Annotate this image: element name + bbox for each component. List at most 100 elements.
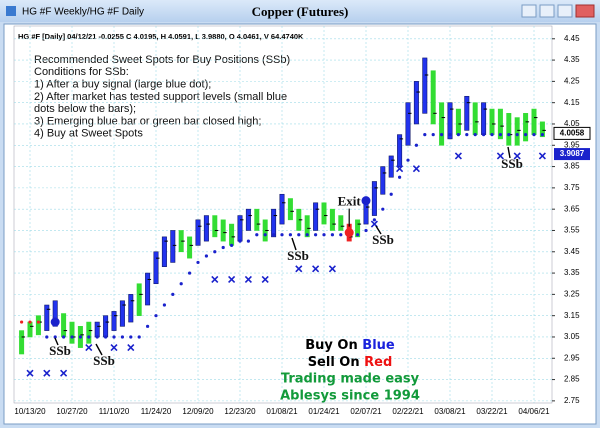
window-controls[interactable] <box>521 4 595 18</box>
price-bar <box>430 70 436 125</box>
stop-dot <box>356 233 360 237</box>
x-marker <box>261 275 269 284</box>
price-bar <box>287 198 293 221</box>
stop-price-box <box>554 148 590 161</box>
stop-dot <box>515 133 519 137</box>
price-bar <box>27 321 33 338</box>
x-tick-label: 03/08/21 <box>434 407 466 416</box>
stop-dot <box>246 239 250 243</box>
stop-dot <box>95 335 99 339</box>
price-bar <box>439 102 445 146</box>
y-tick-label: 3.35 <box>564 268 580 277</box>
y-tick-label: 3.75 <box>564 183 580 192</box>
stop-dot <box>70 335 74 339</box>
price-bar <box>481 102 487 135</box>
price-bar <box>111 311 117 331</box>
x-marker <box>211 275 219 284</box>
stop-dot <box>381 207 385 211</box>
x-tick-label: 11/10/20 <box>99 407 130 416</box>
stop-dot <box>87 335 91 339</box>
stop-dot <box>339 233 343 237</box>
y-tick-label: 4.35 <box>564 55 580 64</box>
stop-dot <box>498 133 502 137</box>
x-marker <box>85 344 93 352</box>
stop-dot <box>364 228 368 233</box>
y-tick-label: 3.95 <box>564 140 580 149</box>
stop-dot <box>78 335 82 339</box>
sell-word: Red <box>364 355 392 370</box>
price-bar <box>195 219 201 246</box>
stop-dot <box>120 335 124 339</box>
y-tick-label: 4.15 <box>564 98 580 107</box>
price-bar <box>145 272 151 306</box>
stop-dot <box>179 282 183 286</box>
x-marker <box>513 152 521 160</box>
stop-dot <box>53 335 57 339</box>
x-tick-label: 03/22/21 <box>476 407 508 416</box>
stop-dot <box>28 320 32 324</box>
stop-dot <box>213 250 217 254</box>
stop-dot <box>532 133 536 137</box>
stop-price-label: 3.9087 <box>560 149 585 158</box>
close-button[interactable] <box>575 4 595 18</box>
stop-dot <box>45 335 49 339</box>
sell-message: Sell On Red <box>308 355 393 370</box>
ssb-label: SSb <box>372 232 394 247</box>
price-bar <box>514 117 520 146</box>
stop-dot <box>507 133 511 137</box>
x-tick-label: 12/23/20 <box>224 407 256 416</box>
stop-dot <box>482 133 486 137</box>
x-marker <box>60 369 68 377</box>
price-bar <box>44 304 50 331</box>
price-bar <box>69 321 75 344</box>
y-tick-label: 3.25 <box>564 289 580 298</box>
restore-button[interactable] <box>557 4 573 18</box>
buy-signal <box>361 196 371 206</box>
price-bar <box>489 108 495 135</box>
message-line4: Ablesys since 1994 <box>280 389 420 404</box>
stop-dot <box>104 335 108 339</box>
x-marker <box>127 344 135 352</box>
price-bar <box>103 315 109 338</box>
annotation-line: dots below the bars); <box>34 103 136 115</box>
y-tick-label: 2.95 <box>564 353 580 362</box>
x-tick-label: 01/24/21 <box>308 407 340 416</box>
annotation-line: Conditions for SSb: <box>34 66 129 78</box>
price-bar <box>464 95 470 131</box>
sell-prefix: Sell On <box>308 355 360 370</box>
price-bar <box>128 294 134 323</box>
stop-dot <box>406 158 410 162</box>
stop-dot <box>36 320 41 324</box>
stop-dot <box>490 133 494 137</box>
price-bar <box>447 102 453 140</box>
stop-dot <box>372 218 376 222</box>
stop-dot <box>112 335 116 339</box>
minimize-button[interactable] <box>521 4 537 18</box>
x-marker <box>412 165 420 173</box>
ssb-arrow <box>291 237 297 251</box>
stop-dot <box>465 133 469 137</box>
x-tick-label: 10/27/20 <box>56 407 88 416</box>
stop-dot <box>137 335 141 339</box>
price-bar <box>405 102 411 146</box>
ssb-label: SSb <box>287 248 309 263</box>
maximize-button[interactable] <box>539 4 555 18</box>
price-bar <box>539 121 545 138</box>
price-bar <box>153 251 159 285</box>
x-marker <box>496 152 504 160</box>
y-tick-label: 3.65 <box>564 204 580 213</box>
y-tick-label: 2.85 <box>564 375 580 384</box>
last-price-label: 4.0058 <box>560 129 585 138</box>
price-bar <box>329 208 335 231</box>
x-marker <box>538 152 546 160</box>
buy-word: Blue <box>362 338 395 353</box>
price-bar <box>304 215 310 238</box>
stop-dot <box>280 233 284 237</box>
stop-dot <box>230 243 234 247</box>
exit-label: Exit <box>338 194 362 209</box>
x-marker <box>228 275 236 284</box>
stop-dot <box>20 320 24 324</box>
buy-prefix: Buy On <box>305 338 357 353</box>
price-bar <box>35 315 41 336</box>
